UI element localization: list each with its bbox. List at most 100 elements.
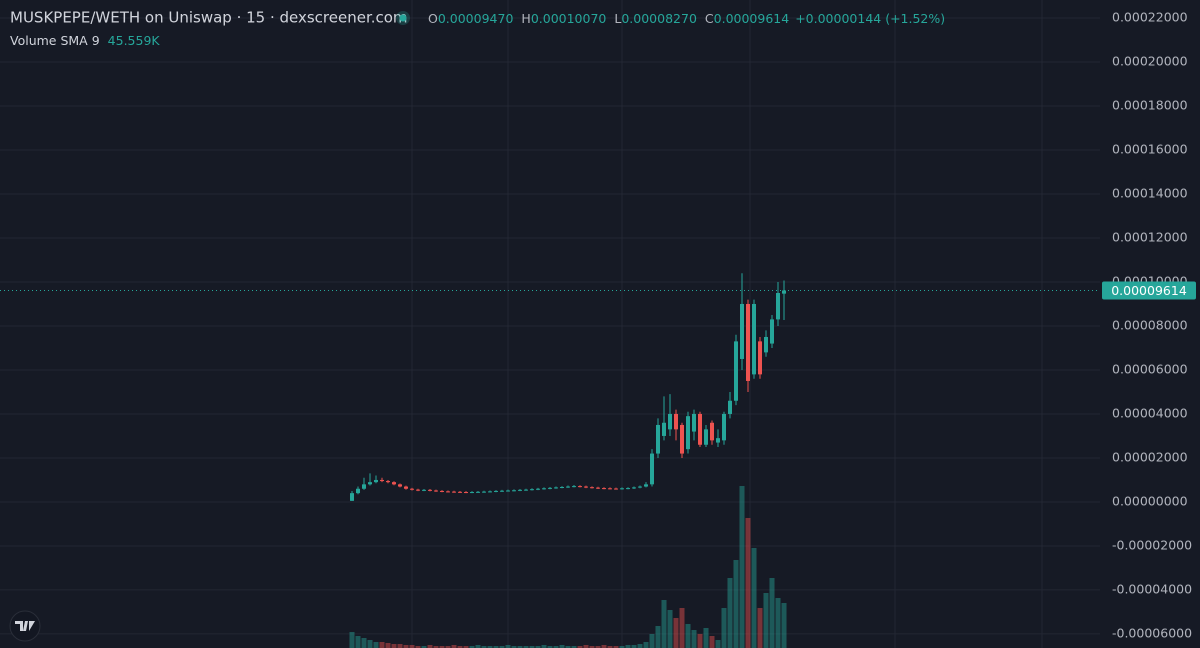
legend-key: H (521, 11, 530, 26)
candle-body (500, 490, 504, 492)
candle-body (716, 438, 720, 443)
volume-bar (421, 646, 427, 648)
candle-body (368, 482, 372, 485)
candle-body (674, 413, 678, 430)
volume-bar (403, 645, 409, 648)
volume-bar (601, 645, 607, 648)
candle-body (632, 487, 636, 489)
volume-bar (619, 646, 625, 648)
volume-bar (385, 643, 391, 648)
volume-bar (637, 644, 643, 648)
candle-body (638, 486, 642, 488)
volume-bar (349, 632, 355, 648)
horizontal-grid (0, 17, 1100, 635)
volume-bar (649, 634, 655, 648)
candle-body (728, 400, 732, 414)
volume-bar (715, 640, 721, 648)
volume-bar (673, 618, 679, 648)
candle-body (392, 482, 396, 485)
candle-body (434, 490, 438, 492)
candle-body (458, 491, 462, 493)
candle-body (602, 488, 606, 490)
legend-value: 0.00010070 (531, 11, 607, 26)
candle-body (656, 424, 660, 454)
legend-value: 0.00008270 (621, 11, 697, 26)
volume-bar (625, 645, 631, 648)
candle-body (578, 486, 582, 488)
volume-bar (739, 486, 745, 648)
candle-body (554, 487, 558, 489)
volume-bar (667, 610, 673, 648)
candle-body (692, 413, 696, 432)
y-tick-label: -0.00006000 (1112, 625, 1192, 640)
volume-legend: Volume SMA 9 45.559K (10, 33, 160, 48)
volume-bar (487, 646, 493, 648)
candle-body (464, 492, 468, 494)
candle-body (506, 490, 510, 492)
candles (350, 273, 786, 501)
volume-bar (511, 646, 517, 648)
y-tick-label: 0.00016000 (1112, 142, 1188, 157)
candle-body (482, 491, 486, 493)
candle-body (590, 487, 594, 489)
candle-body (416, 489, 420, 491)
volume-bar (745, 518, 751, 648)
last-price-label: 0.00009614 (1111, 283, 1187, 298)
volume-bar (469, 646, 475, 648)
volume-bar (691, 630, 697, 648)
y-tick-label: 0.00012000 (1112, 229, 1188, 244)
candle-body (734, 341, 738, 401)
volume-bar (553, 646, 559, 648)
candle-body (614, 488, 618, 490)
tv-logo (9, 610, 41, 642)
volume-bar (577, 646, 583, 648)
volume-bar (481, 646, 487, 648)
candle-body (488, 491, 492, 493)
volume-bar (439, 646, 445, 648)
candle-body (740, 303, 744, 359)
candle-body (524, 489, 528, 491)
legend-key: O (428, 11, 438, 26)
candle-body (530, 489, 534, 491)
y-tick-label: 0.00008000 (1112, 317, 1188, 332)
volume-bar (595, 646, 601, 648)
volume-bar (547, 646, 553, 648)
candle-body (650, 453, 654, 485)
volume-bar (733, 560, 739, 648)
y-tick-label: 0.00002000 (1112, 449, 1188, 464)
legend-value: 0.00009614 (714, 11, 790, 26)
candle-body (542, 488, 546, 490)
candle-body (374, 479, 378, 483)
volume-bar (709, 636, 715, 648)
last-price-box (1102, 281, 1196, 300)
overlay: 0.00009614 (0, 281, 1196, 300)
candle-body (362, 484, 366, 489)
volume-bar (751, 548, 757, 648)
candle-body (380, 479, 384, 482)
candle-body (452, 491, 456, 493)
volume-bar (721, 608, 727, 648)
volume-bar (583, 645, 589, 648)
candle-body (686, 416, 690, 450)
candle-body (722, 413, 726, 441)
y-tick-label: 0.00022000 (1112, 10, 1188, 25)
candle-body (440, 490, 444, 492)
vertical-grid (411, 0, 1043, 648)
y-tick-label: 0.00006000 (1112, 361, 1188, 376)
candle-body (782, 290, 786, 294)
volume-bar (589, 646, 595, 648)
logo-mark (15, 621, 35, 631)
candle-body (398, 484, 402, 487)
y-tick-label: 0.00004000 (1112, 405, 1188, 420)
volume-bar (367, 640, 373, 648)
volume-bar (391, 644, 397, 648)
volume-sma: 45.559K (108, 33, 161, 48)
y-tick-label: 0.00018000 (1112, 98, 1188, 113)
candle-body (596, 487, 600, 489)
candle-body (584, 486, 588, 488)
candle-body (620, 488, 624, 490)
volume-bar (643, 642, 649, 648)
candle-body (698, 413, 702, 445)
volume-bar (427, 645, 433, 648)
